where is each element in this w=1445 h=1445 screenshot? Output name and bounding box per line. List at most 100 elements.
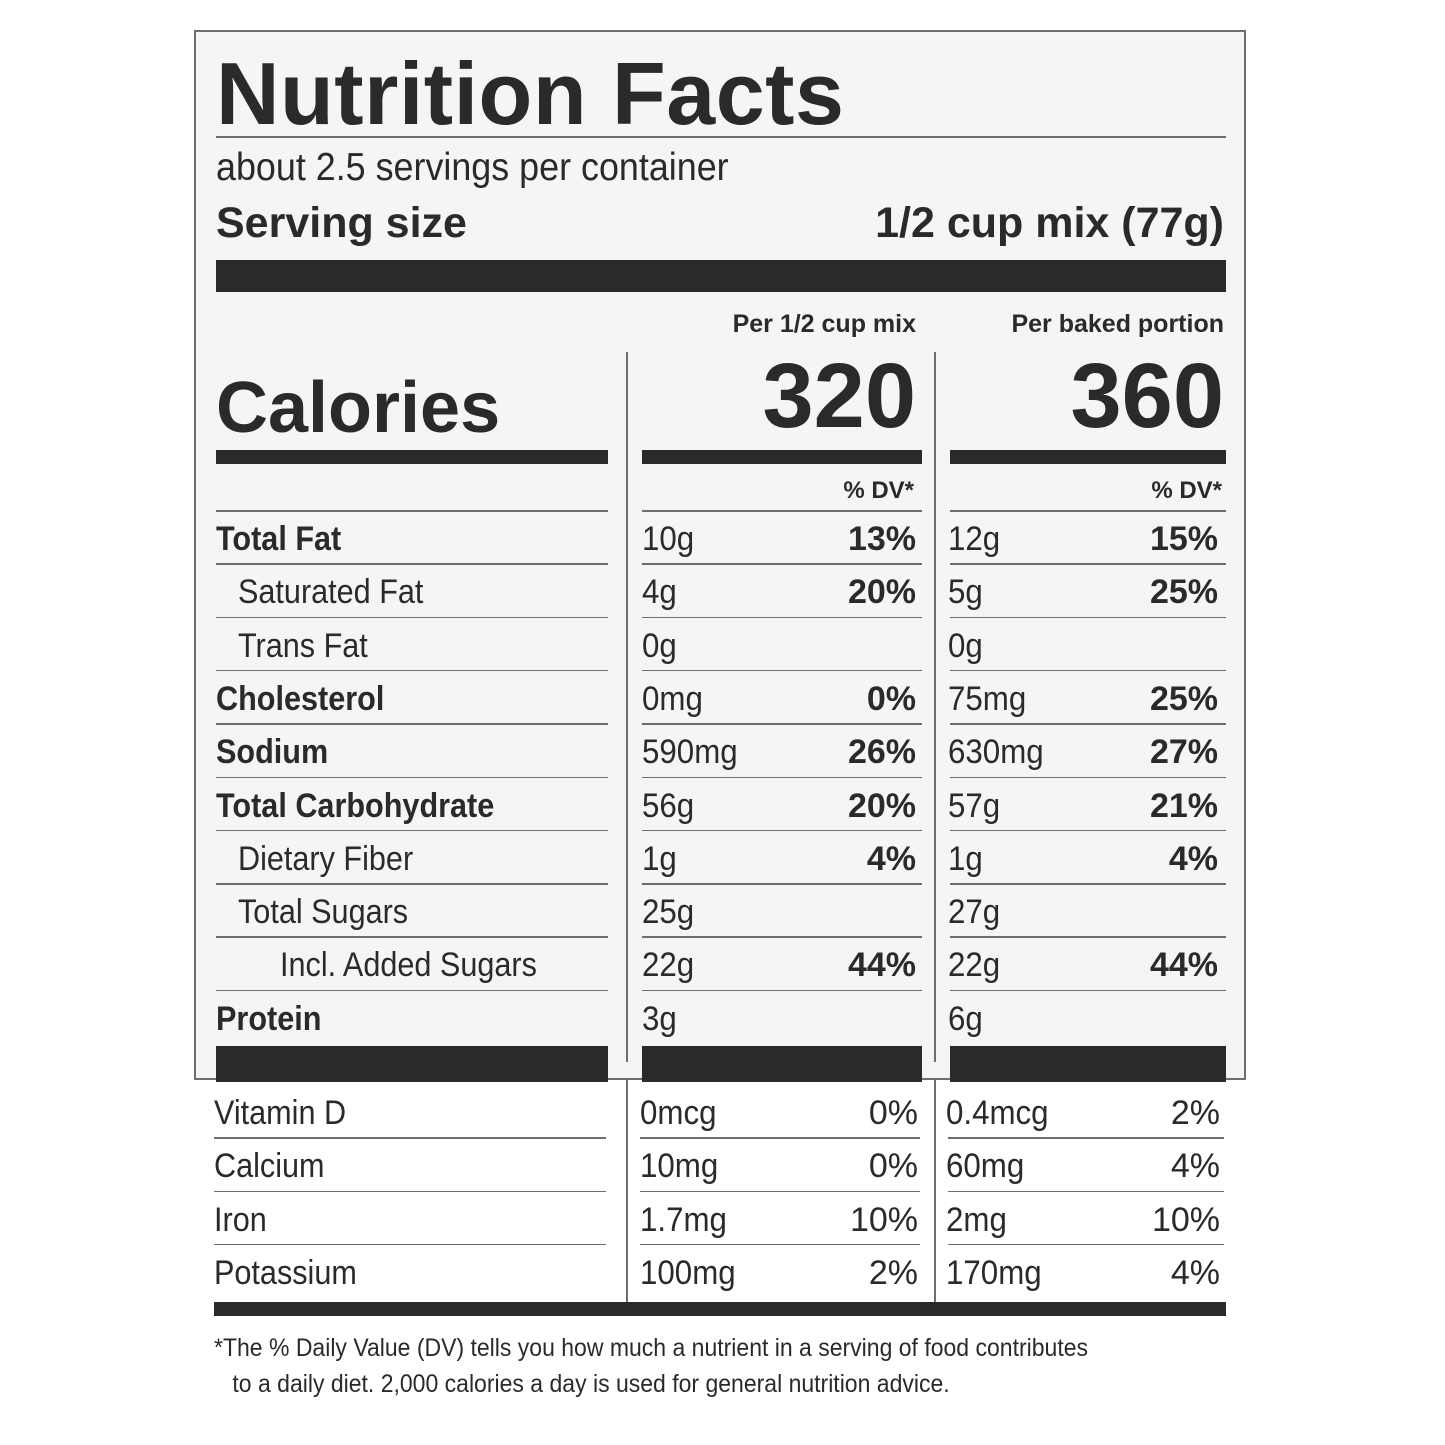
- dv-mix: 2%: [868, 1253, 918, 1292]
- dv-mix: 0%: [868, 1094, 918, 1132]
- calories-label: Calories: [216, 368, 501, 448]
- row-divider: [216, 776, 608, 778]
- row-divider: [216, 936, 608, 938]
- dv-mix: 0%: [866, 679, 916, 718]
- dv-header-baked: % DV*: [1151, 477, 1222, 504]
- row-divider: [216, 669, 608, 672]
- row-divider: [948, 1137, 1224, 1139]
- calories-baked: 360: [1070, 345, 1225, 447]
- dv-baked: 2%: [1170, 1094, 1220, 1132]
- amount-mix: 25g: [642, 893, 695, 932]
- row-divider: [216, 616, 608, 619]
- nutrient-name: Total Sugars: [238, 893, 409, 932]
- vitamin-row: Vitamin D 0mcg 0% 0.4mcg 2%: [194, 1086, 1246, 1139]
- row-divider: [642, 510, 922, 512]
- row-divider: [950, 883, 1226, 885]
- vitamin-row: Iron 1.7mg 10% 2mg 10%: [194, 1193, 1246, 1246]
- amount-baked: 170mg: [946, 1253, 1042, 1292]
- dv-mix: 10%: [849, 1200, 918, 1239]
- column-divider: [934, 352, 936, 1062]
- vitamin-name: Vitamin D: [214, 1094, 347, 1132]
- column-header-mix: Per 1/2 cup mix: [732, 310, 916, 338]
- row-divider: [216, 723, 608, 725]
- row-divider: [640, 1137, 920, 1139]
- row-divider: [214, 1243, 606, 1246]
- dv-baked: 10%: [1151, 1200, 1220, 1239]
- calories-mix: 320: [762, 345, 917, 447]
- amount-mix: 0mcg: [640, 1094, 717, 1132]
- vitamin-name: Iron: [214, 1200, 267, 1239]
- thick-divider: [642, 1046, 922, 1082]
- amount-mix: 1.7mg: [640, 1200, 727, 1239]
- row-divider: [950, 669, 1226, 672]
- column-divider: [626, 1080, 628, 1302]
- footnote-line-1: *The % Daily Value (DV) tells you how mu…: [214, 1334, 1088, 1362]
- row-divider: [950, 776, 1226, 778]
- amount-baked: 60mg: [946, 1147, 1025, 1186]
- dv-baked: 4%: [1168, 839, 1218, 878]
- footnote-line-2: to a daily diet. 2,000 calories a day is…: [232, 1370, 950, 1399]
- amount-baked: 2mg: [946, 1200, 1007, 1239]
- row-divider: [642, 936, 922, 938]
- amount-baked: 630mg: [948, 733, 1044, 772]
- row-divider: [642, 776, 922, 778]
- dv-baked: 27%: [1149, 733, 1218, 772]
- dv-baked: 25%: [1149, 573, 1218, 612]
- thick-divider: [216, 260, 1226, 292]
- row-divider: [214, 1190, 606, 1193]
- row-divider: [950, 510, 1226, 512]
- nutrient-name: Cholesterol: [216, 679, 385, 718]
- row-divider: [216, 510, 608, 512]
- row-divider: [640, 1190, 920, 1193]
- amount-baked: 75mg: [948, 679, 1027, 718]
- nutrient-row: Total Carbohydrate 56g 20% 57g 21%: [196, 779, 1244, 832]
- row-divider: [216, 989, 608, 992]
- row-divider: [950, 989, 1226, 992]
- footnote: *The % Daily Value (DV) tells you how mu…: [214, 1330, 1234, 1403]
- amount-mix: 100mg: [640, 1253, 736, 1292]
- nutrient-row: Total Sugars 25g 27g: [196, 885, 1244, 938]
- column-divider: [626, 352, 628, 1062]
- amount-mix: 10mg: [640, 1147, 719, 1186]
- row-divider: [950, 563, 1226, 565]
- thick-divider: [950, 1046, 1226, 1082]
- amount-mix: 10g: [642, 520, 695, 558]
- row-divider: [950, 616, 1226, 619]
- row-divider: [642, 883, 922, 885]
- vitamin-name: Potassium: [214, 1253, 357, 1292]
- row-divider: [642, 563, 922, 565]
- nutrient-name: Dietary Fiber: [238, 839, 414, 878]
- amount-baked: 0.4mcg: [946, 1094, 1049, 1132]
- row-divider: [642, 616, 922, 619]
- row-divider: [642, 829, 922, 832]
- dv-mix: 0%: [868, 1147, 918, 1186]
- amount-mix: 22g: [642, 946, 695, 985]
- amount-baked: 6g: [948, 999, 983, 1038]
- dv-baked: 4%: [1170, 1147, 1220, 1186]
- vitamin-table: Vitamin D 0mcg 0% 0.4mcg 2% Calcium 10mg 0% 60mg…: [194, 30, 1246, 1330]
- row-divider: [216, 883, 608, 885]
- amount-mix: 0mg: [642, 679, 703, 718]
- medium-divider: [950, 450, 1226, 464]
- divider: [216, 136, 1226, 138]
- amount-mix: 4g: [642, 573, 677, 612]
- serving-size-value: 1/2 cup mix (77g): [875, 199, 1224, 247]
- row-divider: [950, 936, 1226, 938]
- amount-baked: 27g: [948, 893, 1001, 932]
- dv-baked: 15%: [1149, 520, 1218, 558]
- medium-divider: [216, 450, 608, 464]
- nutrient-row: Trans Fat 0g 0g: [196, 619, 1244, 672]
- nutrient-name: Protein: [216, 999, 322, 1038]
- nutrient-name: Incl. Added Sugars: [280, 946, 537, 985]
- dv-baked: 21%: [1149, 786, 1218, 825]
- dv-baked: 25%: [1149, 679, 1218, 718]
- dv-baked: 4%: [1170, 1253, 1220, 1292]
- row-divider: [642, 989, 922, 992]
- vitamin-name: Calcium: [214, 1147, 325, 1186]
- dv-header-mix: % DV*: [843, 477, 914, 504]
- row-divider: [948, 1243, 1224, 1246]
- amount-mix: 1g: [642, 839, 677, 878]
- amount-mix: 0g: [642, 626, 677, 665]
- vitamin-row: Calcium 10mg 0% 60mg 4%: [194, 1139, 1246, 1192]
- nutrient-name: Trans Fat: [238, 626, 368, 665]
